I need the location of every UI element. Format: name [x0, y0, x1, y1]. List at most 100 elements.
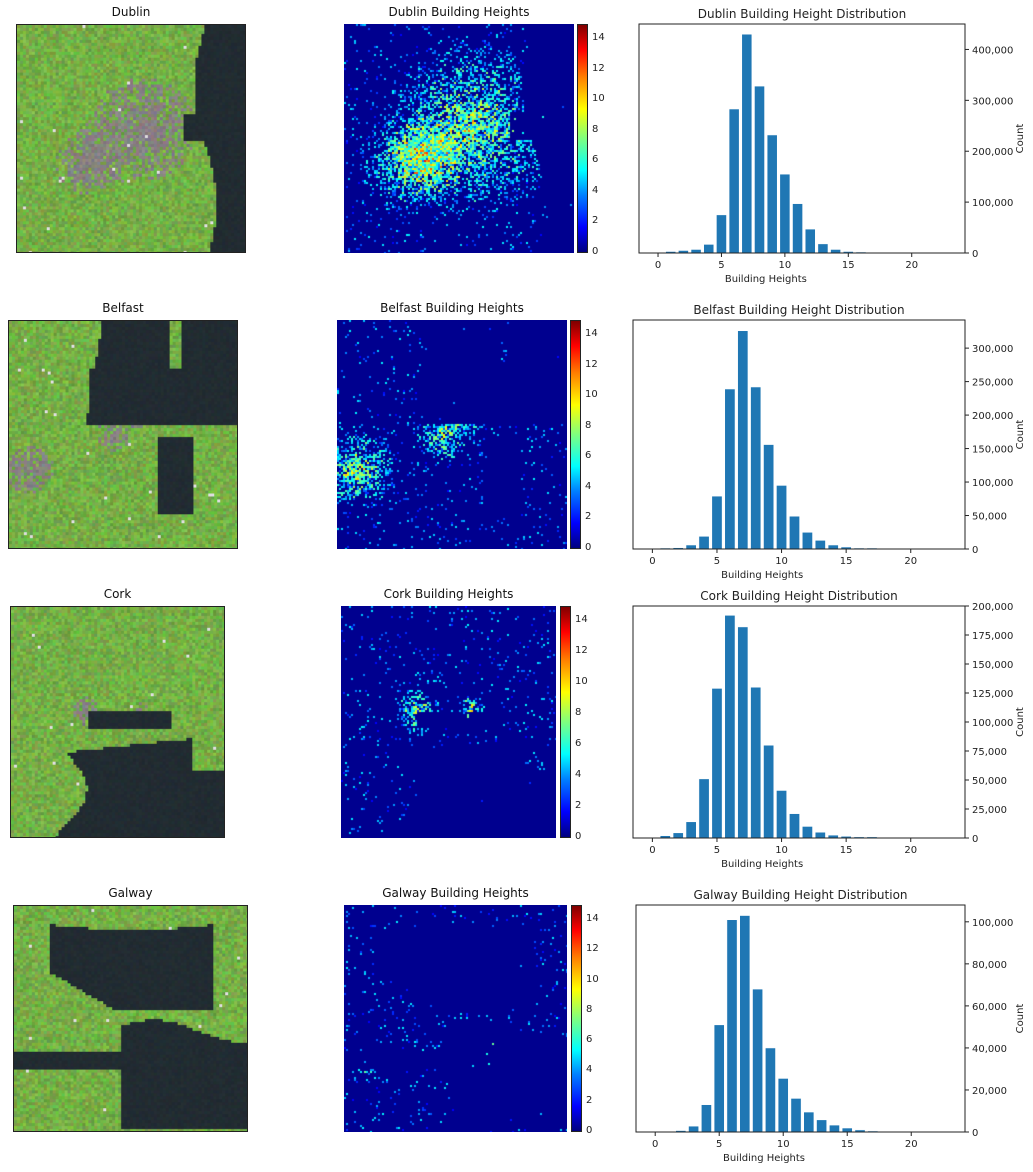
histogram-bar	[741, 33, 753, 254]
y-tick-label: 150,000	[972, 660, 1013, 671]
y-tick-label: 300,000	[972, 96, 1013, 107]
histogram-bar	[698, 778, 710, 839]
y-tick-label: 0	[972, 249, 978, 260]
histogram-bar	[713, 1024, 725, 1133]
y-axis-label: Count	[1015, 420, 1026, 450]
histogram-bar	[804, 228, 816, 254]
x-axis-label: Building Heights	[721, 570, 803, 581]
y-tick-label: 50,000	[972, 512, 1007, 523]
plot-frame	[635, 904, 966, 1133]
heights-map-title: Belfast Building Heights	[380, 301, 524, 315]
plot-frame	[638, 23, 966, 254]
y-axis-label: Count	[1015, 707, 1026, 737]
satellite-image	[10, 606, 225, 838]
histogram-bar	[841, 1127, 853, 1133]
chart-title: Belfast Building Height Distribution	[693, 303, 904, 317]
histogram-bar	[703, 244, 715, 254]
x-tick-label: 15	[840, 556, 853, 567]
heights-map-title: Galway Building Heights	[382, 886, 529, 900]
histogram-bar	[698, 535, 710, 550]
colorbar-tick-label: 8	[575, 707, 582, 719]
colorbar	[560, 606, 571, 838]
y-tick-label: 100,000	[972, 718, 1013, 729]
y-tick-label: 20,000	[972, 1086, 1007, 1097]
histogram-bar	[716, 214, 727, 254]
histogram-bar	[672, 832, 684, 839]
y-tick-label: 40,000	[972, 1044, 1007, 1055]
satellite-image	[13, 905, 248, 1132]
colorbar-tick-label: 10	[586, 973, 599, 985]
histogram-bar	[776, 485, 788, 550]
chart-title: Cork Building Height Distribution	[700, 589, 897, 603]
histogram-bar	[779, 173, 791, 254]
colorbar-tick-label: 0	[575, 831, 582, 842]
y-tick-label: 100,000	[972, 478, 1013, 489]
x-tick-label: 0	[655, 260, 661, 271]
colorbar-tick-label: 12	[585, 358, 598, 370]
histogram-bar	[724, 614, 736, 839]
histogram-bar	[724, 388, 736, 550]
y-tick-label: 50,000	[972, 776, 1007, 787]
histogram-bar	[792, 203, 803, 254]
colorbar-tick-label: 4	[575, 769, 582, 781]
histogram-bar	[816, 1119, 828, 1133]
colorbar	[577, 24, 588, 253]
histogram-bar	[814, 539, 826, 550]
colorbar-tick-label: 6	[592, 154, 599, 166]
histogram-bar	[814, 831, 826, 839]
x-tick-label: 20	[904, 845, 917, 856]
building-heights-map	[344, 24, 574, 253]
histogram-bar	[766, 134, 778, 254]
y-tick-label: 0	[972, 834, 978, 845]
y-axis-label: Count	[1015, 1004, 1026, 1034]
histogram-bar	[827, 544, 839, 550]
colorbar-tick-label: 6	[575, 738, 582, 750]
colorbar-tick-label: 6	[585, 450, 592, 462]
x-tick-label: 0	[649, 845, 655, 856]
colorbar-tick-label: 14	[585, 328, 598, 340]
building-heights-map	[344, 905, 567, 1132]
colorbar-tick-label: 4	[586, 1064, 593, 1076]
y-tick-label: 400,000	[972, 45, 1013, 56]
histogram-bar	[830, 249, 841, 254]
histogram-chart: 0 5 10 15 20 0 50,000 100,000 150,000 200,000 250,…	[632, 303, 1026, 581]
x-tick-label: 20	[904, 556, 917, 567]
colorbar-tick-label: 8	[585, 419, 592, 431]
histogram-bar	[728, 108, 740, 254]
colorbar-tick-label: 10	[575, 676, 588, 688]
colorbar-tick-label: 2	[575, 800, 582, 812]
colorbar-tick-label: 4	[592, 184, 599, 196]
x-tick-label: 5	[716, 1139, 722, 1150]
x-tick-label: 20	[905, 260, 918, 271]
histogram-bar	[777, 1078, 789, 1133]
histogram-bar	[764, 1047, 776, 1133]
chart-title: Galway Building Height Distribution	[693, 888, 907, 902]
colorbar-tick-label: 8	[592, 123, 599, 135]
x-tick-label: 5	[718, 260, 724, 271]
histogram-chart: 0 5 10 15 20 0 100,000 200,000 300,000 400,000 Dub…	[638, 7, 1026, 285]
histogram-bar	[763, 444, 775, 550]
colorbar-tick-label: 6	[586, 1034, 593, 1046]
x-axis-label: Building Heights	[721, 859, 803, 870]
colorbar-tick-label: 12	[575, 645, 588, 657]
colorbar-tick-label: 0	[586, 1125, 593, 1136]
histogram-bar	[750, 686, 762, 839]
histogram-bar	[700, 1104, 712, 1133]
y-tick-label: 0	[972, 1128, 978, 1139]
y-tick-label: 100,000	[972, 198, 1013, 209]
colorbar	[570, 320, 581, 549]
y-tick-label: 60,000	[972, 1002, 1007, 1013]
colorbar-tick-label: 0	[585, 542, 592, 553]
x-tick-label: 5	[714, 845, 720, 856]
colorbar-tick-label: 2	[585, 511, 592, 523]
histogram-bar	[685, 821, 697, 839]
histogram-bar	[801, 826, 813, 839]
x-tick-label: 10	[777, 1139, 790, 1150]
y-tick-label: 200,000	[972, 147, 1013, 158]
y-tick-label: 200,000	[972, 411, 1013, 422]
colorbar-tick-label: 10	[585, 389, 598, 401]
colorbar-tick-label: 14	[575, 614, 588, 626]
x-axis-label: Building Heights	[725, 274, 807, 285]
colorbar-tick-label: 12	[586, 943, 599, 955]
